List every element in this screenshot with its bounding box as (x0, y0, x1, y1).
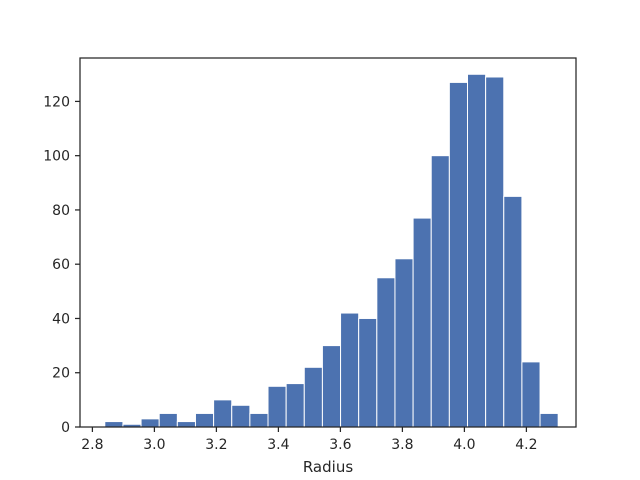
histogram-bar (303, 366, 323, 428)
histogram-bar (539, 412, 559, 428)
x-tick-label: 4.0 (453, 437, 475, 453)
plot-frame (79, 57, 577, 428)
histogram-bar (376, 277, 396, 428)
y-tick-label: 120 (43, 94, 70, 110)
y-tick-label: 80 (52, 203, 70, 219)
histogram-bar (503, 195, 523, 428)
histogram-bar (412, 217, 432, 428)
y-tick-label: 0 (61, 420, 70, 436)
y-axis-ticks: 0 20 40 60 80 100 120 (43, 94, 80, 436)
histogram-bar (321, 345, 342, 428)
histogram-bar (467, 73, 487, 428)
histogram-bar (213, 399, 233, 428)
x-tick-label: 3.2 (205, 437, 227, 453)
histogram-bar (104, 421, 124, 428)
histogram-bar (176, 421, 196, 428)
x-tick-label: 2.8 (81, 437, 103, 453)
x-tick-label: 3.4 (267, 437, 289, 453)
histogram-bar (521, 361, 541, 428)
x-axis-label: Radius (303, 458, 353, 476)
x-tick-label: 3.8 (391, 437, 413, 453)
histogram-bar (485, 76, 505, 428)
histogram-bar (194, 412, 215, 428)
histogram-bar (448, 81, 468, 428)
histogram-bar (358, 317, 378, 428)
histogram-bar (285, 383, 305, 428)
histogram-bar (430, 155, 450, 428)
x-tick-label: 3.0 (143, 437, 165, 453)
histogram-bar (231, 404, 251, 428)
y-tick-label: 40 (52, 311, 70, 327)
histogram-bars (104, 73, 559, 428)
y-tick-label: 20 (52, 366, 70, 382)
x-tick-label: 3.6 (329, 437, 351, 453)
histogram-bar (158, 412, 178, 428)
histogram-bar (140, 418, 160, 428)
y-tick-label: 100 (43, 149, 70, 165)
x-axis-ticks: 2.8 3.0 3.2 3.4 3.6 3.8 4.0 4.2 (81, 427, 538, 453)
histogram-bar (267, 385, 287, 428)
histogram-bar (249, 412, 269, 428)
histogram-bar (340, 312, 360, 428)
y-tick-label: 60 (52, 257, 70, 273)
histogram-bar (394, 258, 414, 428)
x-tick-label: 4.2 (515, 437, 537, 453)
